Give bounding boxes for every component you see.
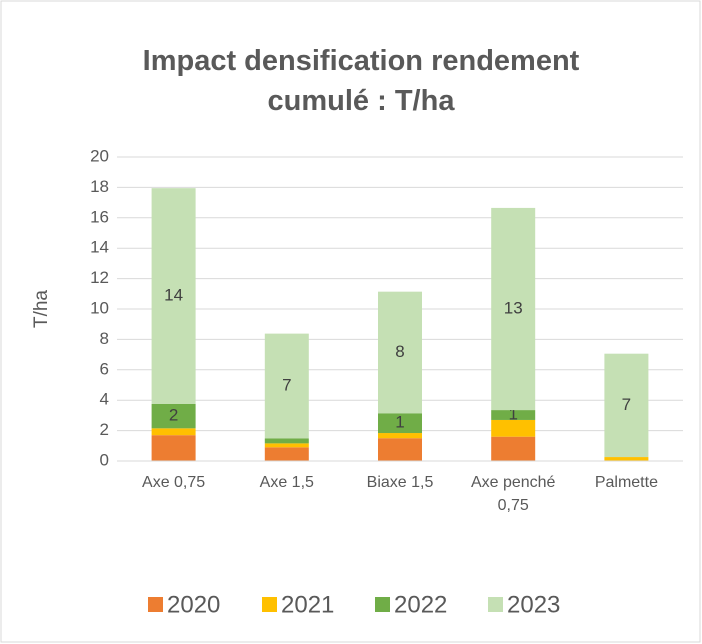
y-tick-label: 6 <box>100 359 109 378</box>
bar-segment <box>264 447 309 461</box>
x-tick-label: Palmette <box>595 474 658 491</box>
bar-segment <box>151 404 196 429</box>
data-label: 7 <box>282 376 291 395</box>
bar-segment <box>604 353 649 458</box>
bar-segment <box>378 291 422 414</box>
x-tick-label: Axe penché 0,75 <box>471 474 556 514</box>
y-tick-label: 8 <box>100 329 109 348</box>
data-label: 14 <box>164 286 183 305</box>
bar-segment <box>151 428 196 436</box>
y-tick-label: 0 <box>100 450 109 469</box>
legend-swatch <box>488 597 503 612</box>
y-tick-label: 2 <box>100 420 109 439</box>
y-tick-label: 16 <box>90 207 109 226</box>
data-label: 2 <box>169 406 178 425</box>
bar-segment <box>151 435 196 461</box>
data-label: 7 <box>622 395 631 414</box>
bar-segment <box>491 207 536 411</box>
bar-segment <box>151 188 196 404</box>
bar-segment <box>491 410 536 420</box>
bar-segment <box>378 433 422 439</box>
x-tick-label: Axe 0,75 <box>142 474 205 491</box>
data-label: 1 <box>395 413 404 432</box>
legend-swatch <box>375 597 390 612</box>
y-tick-label: 18 <box>90 177 109 196</box>
bar-segment <box>491 436 536 461</box>
data-label: 13 <box>504 298 523 317</box>
bar-segment <box>264 443 309 448</box>
bar-segment <box>491 419 536 437</box>
bar-segment <box>264 438 309 444</box>
chart-title: Impact densification rendement cumulé : T… <box>143 45 580 117</box>
y-tick-label: 20 <box>90 146 109 165</box>
legend-label: 2023 <box>507 591 560 618</box>
y-tick-label: 4 <box>100 390 109 409</box>
legend-label: 2021 <box>281 591 334 618</box>
x-tick-label: Axe 1,5 <box>260 474 314 491</box>
x-tick-label: Biaxe 1,5 <box>367 474 434 491</box>
legend-label: 2022 <box>394 591 447 618</box>
bar-segment <box>378 438 422 461</box>
y-axis-label: T/ha <box>31 290 52 328</box>
bar-segment <box>378 413 422 434</box>
bar-segment <box>264 333 309 439</box>
data-label: 8 <box>395 342 404 361</box>
y-tick-label: 10 <box>90 298 109 317</box>
bar-segment <box>604 457 649 461</box>
data-label: 1 <box>508 405 517 424</box>
y-tick-label: 14 <box>90 238 109 257</box>
legend-swatch <box>148 597 163 612</box>
legend-label: 2020 <box>167 591 220 618</box>
legend-swatch <box>262 597 277 612</box>
y-tick-label: 12 <box>90 268 109 287</box>
